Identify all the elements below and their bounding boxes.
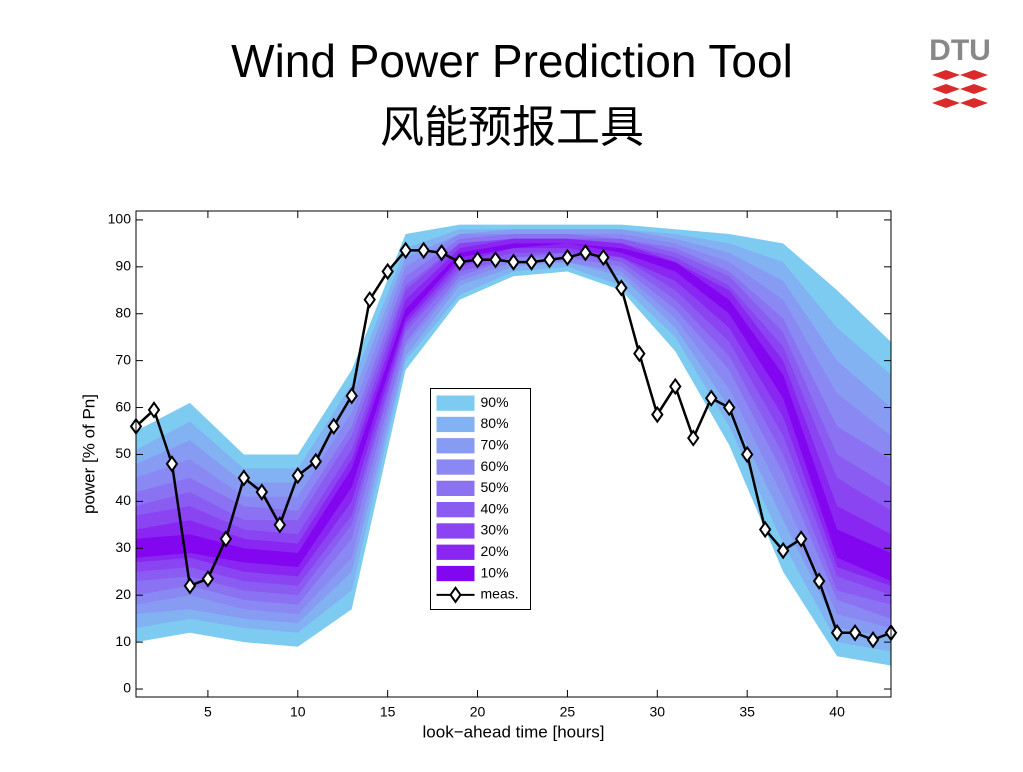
y-tick-label: 40 [115,492,131,508]
meas-marker [435,244,448,262]
logo-waves [932,70,988,108]
y-tick-label: 30 [115,539,131,555]
meas-marker [848,624,862,642]
x-tick-label: 20 [470,704,486,720]
legend-label: 40% [481,500,509,516]
meas-marker [255,483,269,501]
legend-swatch [436,523,475,539]
y-tick-label: 70 [115,351,131,367]
meas-marker [363,290,376,309]
meas-marker [471,251,484,269]
legend-swatch [436,395,475,411]
x-tick-label: 5 [204,704,212,720]
y-axis-label: power [% of Pn] [79,394,98,514]
meas-marker [866,631,880,649]
meas-marker [687,429,700,447]
meas-marker [651,405,664,424]
meas-marker [615,279,628,297]
meas-marker [453,253,466,271]
meas-marker [219,530,233,548]
meas-marker [812,572,826,590]
meas-marker [345,387,358,405]
legend-label: 70% [481,436,509,452]
meas-marker [399,241,412,260]
meas-marker [327,417,340,436]
meas-marker [507,253,520,271]
meas-marker [543,251,556,269]
legend-label: meas. [481,586,519,602]
meas-marker [561,248,574,267]
legend: 90% 80% 70% 60% 50% 40% 30% 20% 10% meas. [430,388,531,610]
meas-marker [417,241,430,260]
meas-marker [597,248,610,267]
meas-marker [579,244,592,262]
slide-subtitle: 风能预报工具 [380,102,644,153]
meas-marker [722,398,736,417]
x-tick-label: 35 [739,704,755,720]
legend-swatch [436,416,475,433]
x-axis-label: look−ahead time [hours] [423,722,605,741]
meas-marker [165,455,179,473]
slide-title: Wind Power Prediction Tool [231,35,793,87]
meas-marker [147,401,161,419]
legend-label: 60% [481,458,509,474]
x-tick-label: 25 [560,704,576,720]
y-tick-label: 80 [115,304,131,320]
y-tick-label: 0 [123,680,131,696]
y-tick-label: 90 [115,258,131,274]
plot: 0 10 20 30 40 50 60 70 80 90 100 5 10 15 20 25 30 35 40 loo… [79,210,898,741]
meas-marker [291,466,305,485]
meas-marker [758,520,772,539]
meas-marker [237,469,251,487]
x-tick-label: 30 [650,704,666,720]
y-tick-label: 50 [115,445,131,461]
legend-label: 20% [481,543,509,559]
meas-marker [273,516,287,534]
meas-marker [489,251,502,269]
x-tick-label: 15 [380,704,396,720]
legend-swatch [436,544,475,560]
band [136,243,891,582]
meas-marker [776,541,790,560]
y-tick-label: 10 [115,633,131,649]
x-tick-label: 40 [829,704,845,720]
meas-marker [794,530,808,548]
meas-marker [309,452,322,471]
meas-marker [705,389,718,407]
meas-marker [669,377,682,396]
legend-swatch [436,438,475,454]
legend-label: 90% [481,394,509,410]
logo: DTU [929,34,991,108]
y-tick-label: 100 [108,211,132,227]
legend-marker [449,586,462,604]
meas-marker [740,445,754,464]
y-tick-label: 60 [115,398,131,414]
meas-marker [633,344,646,363]
legend-label: 30% [481,522,509,538]
meas-marker [183,577,197,595]
legend-swatch [436,480,475,496]
meas-marker [381,262,394,281]
legend-swatch [436,565,475,582]
legend-label: 80% [481,415,509,431]
y-tick-label: 20 [115,586,131,602]
meas-marker [525,253,538,271]
meas-marker [201,570,215,588]
x-tick-label: 10 [290,704,306,720]
legend-swatch [436,502,475,518]
legend-label: 50% [481,479,509,495]
legend-swatch [436,459,475,475]
meas-marker [830,624,844,642]
legend-label: 10% [481,564,509,580]
logo-text: DTU [929,34,991,67]
